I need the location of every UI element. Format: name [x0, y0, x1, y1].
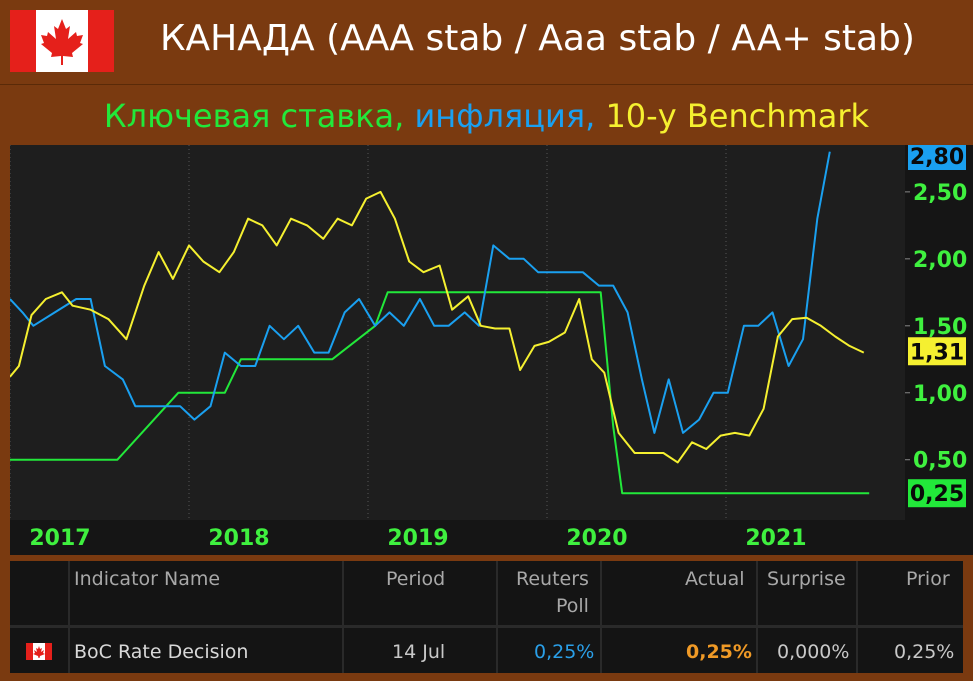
indicator-table: Indicator Name Period Reuters Poll Actua… [10, 561, 963, 673]
chart-subtitle: Ключевая ставка, инфляция, 10-у Benchmar… [104, 97, 869, 135]
row-surprise: 0,000% [777, 641, 850, 663]
header-reuters-poll-line2: Poll [556, 595, 589, 617]
title-band: КАНАДА (ААА stab / Aaa stab / AA+ stab) [0, 0, 973, 82]
y-tick-label: 0,50 [913, 449, 967, 474]
page-title: КАНАДА (ААА stab / Aaa stab / AA+ stab) [160, 18, 915, 59]
subtitle-rate: Ключевая ставка, [103, 97, 405, 135]
x-tick-label: 2017 [29, 526, 90, 551]
x-tick-label: 2019 [387, 526, 448, 551]
y-tick-label: 2,50 [913, 181, 967, 206]
row-actual: 0,25% [686, 641, 752, 663]
header-prior: Prior [906, 568, 950, 590]
series-line-rate [10, 291, 870, 495]
y-tick-label: 1,00 [913, 382, 967, 407]
chart-area: 0,50 1,00 1,50 2,00 2,50 2017 2018 2019 2020 2021… [10, 145, 973, 555]
last-value-label-inflation: 2,80 [910, 145, 964, 170]
x-axis-strip [10, 520, 973, 555]
canada-flag-icon [10, 10, 114, 72]
x-tick-label: 2020 [566, 526, 627, 551]
line-chart: 0,50 1,00 1,50 2,00 2,50 2017 2018 2019 2020 2021… [10, 145, 973, 555]
row-reuters-poll: 0,25% [534, 641, 595, 663]
last-value-box-inflation [908, 145, 966, 170]
header-period: Period [386, 568, 446, 590]
row-period: 14 Jul [392, 641, 446, 663]
header-actual: Actual [685, 568, 745, 590]
subtitle-band: Ключевая ставка, инфляция, 10-у Benchmar… [0, 84, 973, 145]
last-value-box-bond [908, 337, 966, 366]
y-tick-label: 2,00 [913, 248, 967, 273]
series-line-bond [10, 190, 865, 464]
series-line-inflation [10, 151, 831, 434]
row-prior: 0,25% [894, 641, 955, 663]
canada-flag-small-icon [26, 643, 52, 660]
last-value-label-bond: 1,31 [910, 340, 964, 365]
last-value-box-rate [908, 479, 966, 508]
header-reuters-poll-line1: Reuters [516, 568, 589, 590]
row-indicator-name: BoC Rate Decision [74, 641, 249, 663]
subtitle-bond: 10-у Benchmark [605, 97, 870, 135]
last-value-label-rate: 0,25 [910, 482, 964, 507]
x-tick-label: 2018 [208, 526, 269, 551]
subtitle-inflation: инфляция, [414, 97, 596, 135]
header-surprise: Surprise [767, 568, 846, 590]
y-tick-label: 1,50 [913, 315, 967, 340]
header-indicator-name: Indicator Name [74, 568, 221, 590]
x-tick-label: 2021 [745, 526, 806, 551]
